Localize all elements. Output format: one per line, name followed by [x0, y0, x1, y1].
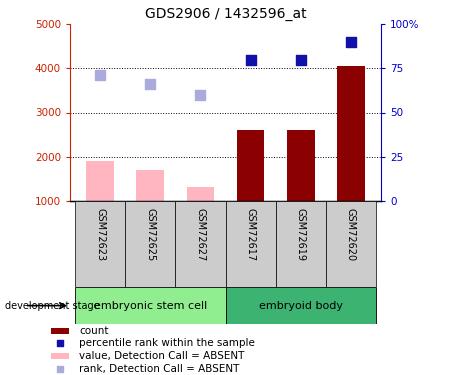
Bar — [326, 201, 376, 287]
Bar — [75, 201, 125, 287]
Text: GSM72625: GSM72625 — [145, 207, 155, 261]
Text: value, Detection Call = ABSENT: value, Detection Call = ABSENT — [79, 351, 245, 361]
Bar — [187, 188, 214, 201]
Text: development stage: development stage — [5, 301, 99, 310]
Title: GDS2906 / 1432596_at: GDS2906 / 1432596_at — [145, 7, 306, 21]
Point — [197, 92, 204, 98]
Point — [247, 57, 254, 63]
Bar — [51, 328, 69, 334]
Text: GSM72627: GSM72627 — [195, 207, 205, 261]
Text: GSM72619: GSM72619 — [296, 207, 306, 261]
Text: embryonic stem cell: embryonic stem cell — [94, 301, 207, 310]
Text: GSM72617: GSM72617 — [246, 207, 256, 261]
Point — [147, 81, 154, 87]
Bar — [287, 130, 315, 201]
Bar — [237, 130, 264, 201]
Point — [97, 72, 104, 78]
Point — [56, 366, 64, 372]
Bar — [75, 287, 226, 324]
Bar — [125, 201, 175, 287]
Bar — [51, 353, 69, 359]
Text: GSM72623: GSM72623 — [95, 207, 105, 261]
Point — [347, 39, 354, 45]
Bar — [86, 161, 114, 201]
Bar — [136, 170, 164, 201]
Bar — [276, 201, 326, 287]
Bar — [175, 201, 226, 287]
Text: GSM72620: GSM72620 — [346, 207, 356, 261]
Bar — [226, 287, 376, 324]
Bar — [337, 66, 365, 201]
Point — [297, 57, 304, 63]
Text: embryoid body: embryoid body — [259, 301, 343, 310]
Text: count: count — [79, 326, 109, 336]
Point — [56, 340, 64, 346]
Text: percentile rank within the sample: percentile rank within the sample — [79, 338, 255, 348]
Text: rank, Detection Call = ABSENT: rank, Detection Call = ABSENT — [79, 364, 240, 374]
Bar — [226, 201, 276, 287]
